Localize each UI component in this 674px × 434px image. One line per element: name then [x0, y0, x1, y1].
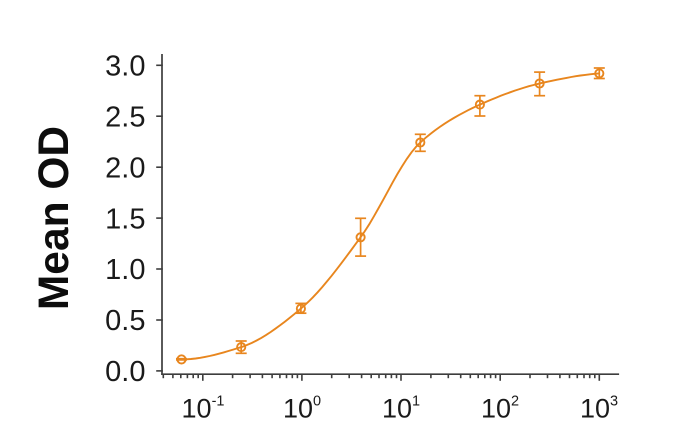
svg-text:0.0: 0.0: [105, 356, 145, 388]
svg-text:2.5: 2.5: [105, 101, 145, 133]
svg-text:Mean OD: Mean OD: [31, 126, 78, 310]
svg-text:101: 101: [382, 394, 420, 424]
svg-text:3.0: 3.0: [105, 51, 145, 83]
svg-text:100: 100: [283, 394, 321, 424]
svg-text:0.5: 0.5: [105, 305, 145, 337]
svg-text:102: 102: [481, 394, 519, 424]
svg-text:10-1: 10-1: [182, 394, 225, 424]
svg-text:1.5: 1.5: [105, 203, 145, 235]
svg-text:2.0: 2.0: [105, 152, 145, 184]
svg-text:1.0: 1.0: [105, 254, 145, 286]
svg-text:103: 103: [580, 394, 618, 424]
